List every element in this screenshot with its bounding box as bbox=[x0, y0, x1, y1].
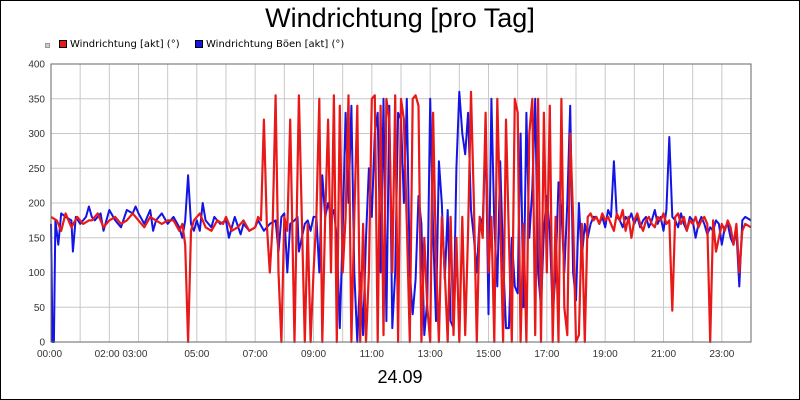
y-tick-label: 0 bbox=[39, 338, 45, 349]
legend-marker-wind-direction bbox=[59, 40, 67, 48]
x-tick-label: 05:00 bbox=[184, 349, 209, 360]
x-tick-label: 00:00 bbox=[37, 349, 62, 360]
chart-title: Windrichtung [pro Tag] bbox=[265, 3, 535, 33]
y-tick-label: 250 bbox=[28, 164, 45, 175]
x-tick-label: 15:00 bbox=[476, 349, 501, 360]
y-tick-label: 150 bbox=[28, 233, 45, 244]
x-tick-label: 21:00 bbox=[651, 349, 676, 360]
legend-label-wind-direction: Windrichtung [akt] (°) bbox=[70, 39, 180, 50]
plot-border bbox=[50, 63, 752, 343]
x-tick-label: 07:00 bbox=[243, 349, 268, 360]
x-tick-label: 19:00 bbox=[593, 349, 618, 360]
legend-marker-small-icon bbox=[45, 43, 50, 48]
x-tick-label: 11:00 bbox=[360, 349, 385, 360]
x-tick-label: 02:00 03:00 bbox=[95, 349, 148, 360]
y-tick-label: 100 bbox=[28, 268, 45, 279]
y-tick-label: 350 bbox=[28, 94, 45, 105]
x-axis-date-label: 24.09 bbox=[377, 367, 423, 387]
legend-label-gust-direction: Windrichtung Böen [akt] (°) bbox=[206, 39, 345, 50]
series-line-wind-direction bbox=[50, 90, 752, 344]
x-tick-label: 23:00 bbox=[709, 349, 734, 360]
legend-marker-gust-direction bbox=[195, 40, 203, 48]
x-tick-label: 09:00 bbox=[301, 349, 326, 360]
y-tick-label: 50 bbox=[34, 303, 46, 314]
x-tick-label: 13:00 bbox=[418, 349, 443, 360]
y-tick-label: 400 bbox=[28, 60, 45, 71]
y-tick-label: 200 bbox=[28, 199, 45, 210]
x-tick-label: 17:00 bbox=[534, 349, 559, 360]
y-tick-label: 300 bbox=[28, 129, 45, 140]
